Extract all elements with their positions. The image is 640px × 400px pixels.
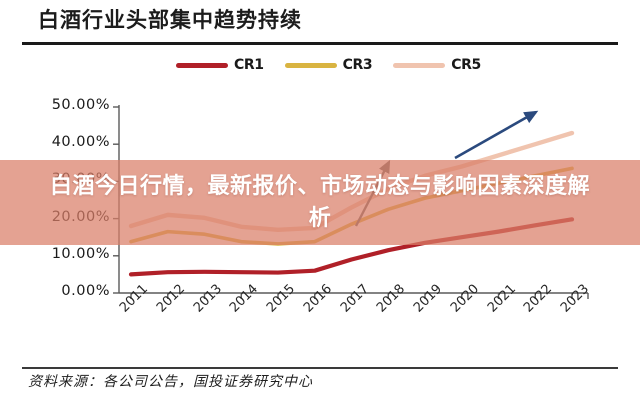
trend-arrow-blue <box>454 110 539 160</box>
page-title: 白酒行业头部集中趋势持续 <box>38 7 302 32</box>
y-tick-label: 10.00% <box>51 245 110 262</box>
source-note: 资料来源：各公司公告，国投证券研究中心 <box>28 374 313 390</box>
y-tick-label: 50.00% <box>51 97 110 113</box>
y-tick-label: 40.00% <box>51 134 110 151</box>
legend-swatch-cr5 <box>393 62 446 68</box>
legend-item-cr5[interactable]: CR5 <box>393 57 481 73</box>
legend-item-cr3[interactable]: CR3 <box>284 57 373 73</box>
legend-label-cr3: CR3 <box>342 57 373 73</box>
legend-label-cr1: CR1 <box>234 57 264 73</box>
legend-label-cr5: CR5 <box>451 57 481 73</box>
y-tick-label: 0.00% <box>61 283 110 299</box>
legend-swatch-cr3 <box>284 62 337 68</box>
legend-swatch-cr1 <box>176 62 228 68</box>
title-divider <box>22 42 618 45</box>
headline-overlay-text: 白酒今日行情，最新报价、市场动态与影响因素深度解析 <box>49 173 590 231</box>
chart-legend: CR1 CR3 CR5 <box>176 57 481 73</box>
headline-overlay-band <box>0 160 640 245</box>
legend-item-cr1[interactable]: CR1 <box>176 57 264 73</box>
source-divider <box>22 367 618 369</box>
